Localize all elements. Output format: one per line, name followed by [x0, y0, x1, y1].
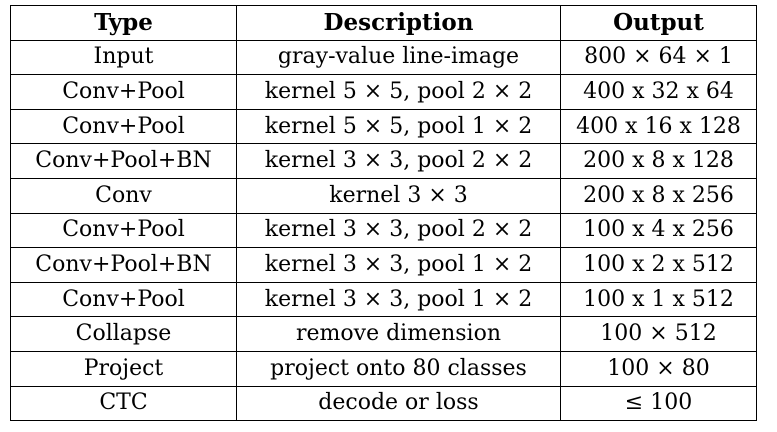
- header-description: Description: [236, 5, 561, 41]
- cell-output: 100 x 1 x 512: [560, 281, 757, 318]
- table-row: Conv+Pool kernel 5 × 5, pool 2 × 2 400 x…: [10, 74, 757, 110]
- cell-type: Project: [10, 350, 237, 387]
- cell-output: ≤ 100: [560, 385, 757, 422]
- table-row: Conv+Pool+BN kernel 3 × 3, pool 1 × 2 10…: [10, 247, 757, 283]
- table-row: Input gray-value line-image 800 × 64 × 1: [10, 39, 757, 76]
- header-row: Type Description Output: [10, 5, 757, 41]
- cell-type: Conv+Pool: [10, 74, 237, 110]
- architecture-table: Type Description Output Input gray-value…: [10, 5, 757, 422]
- cell-output: 100 × 80: [560, 350, 757, 387]
- table-header: Type Description Output: [10, 5, 757, 41]
- cell-description: project onto 80 classes: [236, 350, 561, 387]
- header-output: Output: [560, 5, 757, 41]
- cell-description: gray-value line-image: [236, 39, 561, 76]
- cell-output: 400 x 16 x 128: [560, 108, 757, 145]
- cell-output: 400 x 32 x 64: [560, 74, 757, 110]
- cell-output: 100 x 4 x 256: [560, 212, 757, 249]
- table-row: Conv+Pool kernel 3 × 3, pool 2 × 2 100 x…: [10, 212, 757, 249]
- cell-description: kernel 5 × 5, pool 1 × 2: [236, 108, 561, 145]
- table-row: Conv+Pool+BN kernel 3 × 3, pool 2 × 2 20…: [10, 143, 757, 179]
- cell-type: CTC: [10, 385, 237, 422]
- cell-type: Conv+Pool: [10, 281, 237, 318]
- cell-output: 100 × 512: [560, 316, 757, 352]
- table-row: Conv+Pool kernel 3 × 3, pool 1 × 2 100 x…: [10, 281, 757, 318]
- cell-type: Collapse: [10, 316, 237, 352]
- table-row: Conv kernel 3 × 3 200 x 8 x 256: [10, 177, 757, 214]
- cell-description: kernel 3 × 3: [236, 177, 561, 214]
- table-row: Project project onto 80 classes 100 × 80: [10, 350, 757, 387]
- cell-description: kernel 5 × 5, pool 2 × 2: [236, 74, 561, 110]
- cell-output: 200 x 8 x 128: [560, 143, 757, 179]
- cell-output: 200 x 8 x 256: [560, 177, 757, 214]
- header-type: Type: [10, 5, 237, 41]
- table-row: Conv+Pool kernel 5 × 5, pool 1 × 2 400 x…: [10, 108, 757, 145]
- cell-output: 800 × 64 × 1: [560, 39, 757, 76]
- cell-type: Input: [10, 39, 237, 76]
- cell-output: 100 x 2 x 512: [560, 247, 757, 283]
- cell-description: kernel 3 × 3, pool 2 × 2: [236, 143, 561, 179]
- cell-description: kernel 3 × 3, pool 1 × 2: [236, 247, 561, 283]
- cell-type: Conv+Pool: [10, 108, 237, 145]
- cell-description: kernel 3 × 3, pool 1 × 2: [236, 281, 561, 318]
- table-row: Collapse remove dimension 100 × 512: [10, 316, 757, 352]
- cell-type: Conv+Pool+BN: [10, 247, 237, 283]
- table-body: Input gray-value line-image 800 × 64 × 1…: [10, 39, 757, 422]
- cell-description: remove dimension: [236, 316, 561, 352]
- table-row: CTC decode or loss ≤ 100: [10, 385, 757, 422]
- cell-description: decode or loss: [236, 385, 561, 422]
- cell-description: kernel 3 × 3, pool 2 × 2: [236, 212, 561, 249]
- cell-type: Conv: [10, 177, 237, 214]
- cell-type: Conv+Pool: [10, 212, 237, 249]
- cell-type: Conv+Pool+BN: [10, 143, 237, 179]
